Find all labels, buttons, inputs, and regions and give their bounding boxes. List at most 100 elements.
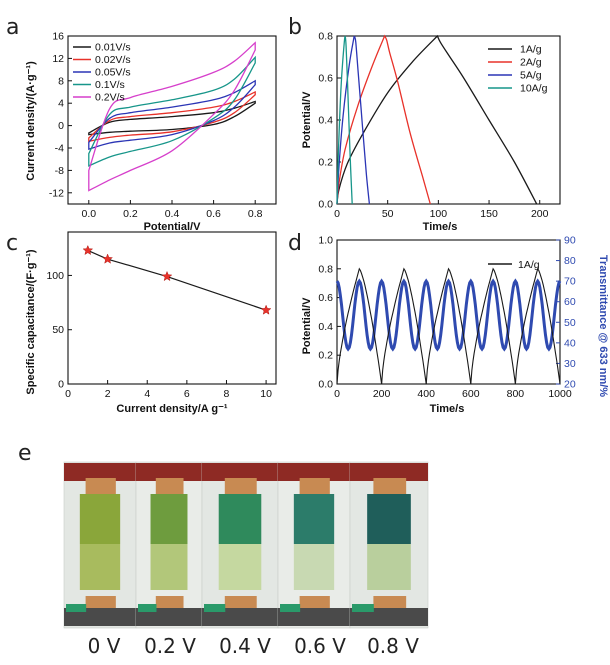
gcd-curve-1 <box>336 34 431 205</box>
legend-b-label-0: 1A/g <box>520 44 542 56</box>
chart-d-xlabel: Time/s <box>430 403 465 415</box>
cv-loop-3 <box>88 55 256 167</box>
chart-c-frame <box>67 231 277 385</box>
chart-d-y2tick-label: 80 <box>564 255 576 267</box>
chart-b: 0 50 100 150 200 0.0 0.2 0.4 0.6 0.8 1A/g2A/g5A/g1… <box>318 31 561 220</box>
clip-bottom-green <box>138 604 157 612</box>
chart-d-xtick-label: 400 <box>417 388 435 400</box>
photo-frame-4 <box>349 461 429 629</box>
clip-bottom-copper <box>155 596 184 610</box>
film-bottom <box>293 544 335 590</box>
chart-d-y2tick-label: 30 <box>564 358 576 370</box>
chart-a-ytick-label: 4 <box>58 98 64 110</box>
chart-c-xtick-label: 2 <box>105 388 111 400</box>
film-top <box>150 494 188 544</box>
chart-a-ytick-label: -4 <box>55 143 64 155</box>
clip-bottom-green <box>280 604 301 612</box>
clip-bottom-dark <box>350 608 428 626</box>
legend-b-label-2: 5A/g <box>520 70 542 82</box>
chart-b-xtick-label: 200 <box>531 208 549 220</box>
chart-d-ytick-label: 0.6 <box>318 292 333 304</box>
legend-a-label-2: 0.05V/s <box>95 67 131 79</box>
film-top <box>79 494 121 544</box>
chart-d: 0 200 400 600 800 1000 0.0 0.2 0.4 0.6 0.8 1.0 20 30 4… <box>318 235 575 401</box>
chart-a-xtick-label: 0.6 <box>206 208 221 220</box>
chart-b-ylabel: Potential/V <box>301 91 313 149</box>
chart-a-xlabel: Potential/V <box>144 221 202 233</box>
film-bottom <box>367 544 411 590</box>
clip-top-copper <box>373 478 407 494</box>
film-top <box>367 494 411 544</box>
film-bottom <box>79 544 121 590</box>
chart-a-ytick-label: -12 <box>49 187 64 199</box>
chart-b-xlabel: Time/s <box>423 221 458 233</box>
chart-c-ytick-label: 50 <box>52 324 64 336</box>
capacitance-line <box>87 249 267 311</box>
photo-frame-1 <box>135 461 203 629</box>
chart-a: 0.0 0.2 0.4 0.6 0.8 -12 -8 -4 0 4 8 12 16 0.01V/s0.02… <box>49 31 277 220</box>
clip-bottom-copper <box>373 596 407 610</box>
voltage-label-2: 0.4 V <box>219 634 271 658</box>
capacitance-point-2 <box>161 270 173 282</box>
film-bottom <box>150 544 188 590</box>
legend-a-label-4: 0.2V/s <box>95 92 125 104</box>
photo-strip <box>63 461 429 629</box>
legend-b-label-3: 10A/g <box>520 83 548 95</box>
chart-d-ytick-label: 1.0 <box>318 235 333 247</box>
panel-label-d: d <box>288 231 302 256</box>
clip-top-red <box>202 463 278 481</box>
gcd-curve-0 <box>336 34 538 205</box>
film-top <box>293 494 335 544</box>
panel-label-c: c <box>6 231 18 256</box>
legend-d-label: 1A/g <box>518 259 540 271</box>
clip-top-copper <box>224 478 257 494</box>
chart-d-ylabel: Potential/V <box>301 297 313 355</box>
legend-a-label-3: 0.1V/s <box>95 79 125 91</box>
capacitance-point-0 <box>82 244 94 256</box>
chart-c-ylabel: Specific capacitance/(F·g⁻¹) <box>25 249 37 395</box>
chart-b-ytick-label: 0.8 <box>318 31 333 43</box>
voltage-label-3: 0.6 V <box>294 634 346 658</box>
clip-bottom-green <box>66 604 87 612</box>
chart-d-xtick-label: 0 <box>334 388 340 400</box>
chart-d-xtick-label: 600 <box>462 388 480 400</box>
chart-b-xtick-label: 100 <box>430 208 448 220</box>
chart-d-ytick-label: 0.0 <box>318 379 333 391</box>
chart-d-ytick-label: 0.4 <box>318 321 333 333</box>
panel-label-b: b <box>288 15 302 40</box>
chart-d-xtick-label: 200 <box>373 388 391 400</box>
chart-a-ytick-label: 8 <box>58 75 64 87</box>
legend-a-label-0: 0.01V/s <box>95 42 131 54</box>
film-top <box>218 494 262 544</box>
chart-d-xtick-label: 1000 <box>548 388 572 400</box>
clip-bottom-green <box>352 604 374 612</box>
chart-a-xtick-label: 0.0 <box>81 208 96 220</box>
clip-top-copper <box>85 478 116 494</box>
chart-c-xtick-label: 4 <box>144 388 150 400</box>
cv-loop-0 <box>88 100 256 136</box>
chart-b-ytick-label: 0.6 <box>318 73 333 85</box>
photo-frame-2 <box>201 461 279 629</box>
chart-d-frame <box>336 239 561 385</box>
chart-d-y2tick-label: 90 <box>564 235 576 247</box>
clip-bottom-copper <box>224 596 257 610</box>
legend-b-label-1: 2A/g <box>520 57 542 69</box>
chart-a-ylabel: Current density/(A·g⁻¹) <box>25 61 37 181</box>
clip-bottom-dark <box>136 608 202 626</box>
chart-a-ytick-label: 0 <box>58 120 64 132</box>
gcd-curve-2 <box>336 35 371 205</box>
legend-a-label-1: 0.02V/s <box>95 54 131 66</box>
photo-frame-0 <box>63 461 137 629</box>
clip-bottom-dark <box>64 608 136 626</box>
clip-bottom-dark <box>278 608 350 626</box>
chart-c-xlabel: Current density/A g⁻¹ <box>116 403 227 415</box>
gcd-curve-3 <box>336 35 353 205</box>
cv-loop-4 <box>88 41 256 192</box>
clip-top-red <box>136 463 202 481</box>
cv-loop-2 <box>88 79 256 150</box>
chart-c-ytick-label: 100 <box>46 270 64 282</box>
chart-b-xtick-label: 150 <box>480 208 498 220</box>
chart-d-y2tick-label: 50 <box>564 317 576 329</box>
clip-top-red <box>278 463 350 481</box>
